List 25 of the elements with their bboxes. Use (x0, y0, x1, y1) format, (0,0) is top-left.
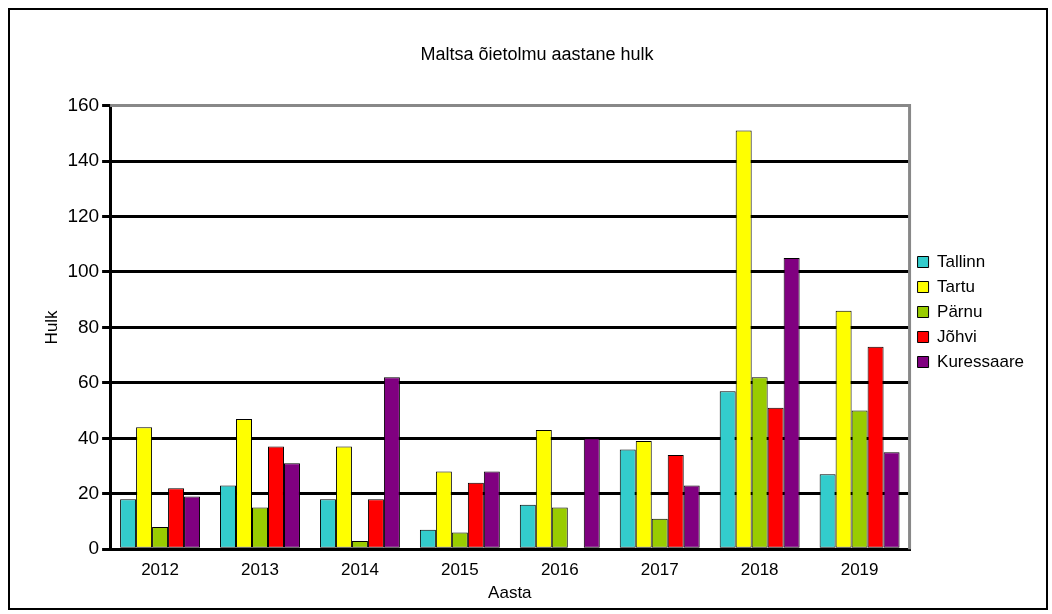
y-tick-label: 0 (88, 537, 100, 559)
y-tick-label: 140 (67, 149, 100, 171)
x-axis-title: Aasta (488, 583, 533, 603)
x-tick-label: 2012 (141, 560, 179, 580)
legend-label: Tartu (937, 276, 975, 296)
y-axis-title: Hulk (41, 309, 61, 345)
x-tick-label: 2015 (440, 560, 479, 580)
legend-label: Jõhvi (937, 326, 977, 346)
y-tick-label: 160 (67, 93, 100, 115)
legend-label: Kuressaare (937, 351, 1024, 371)
legend-label: Pärnu (937, 301, 983, 321)
y-tick-label: 60 (77, 371, 100, 393)
x-tick-label: 2013 (241, 560, 279, 580)
y-tick-label: 40 (77, 426, 100, 448)
y-tick-label: 20 (77, 481, 100, 503)
y-tick-label: 80 (77, 315, 100, 337)
chart-title: Maltsa õietolmu aastane hulk (420, 43, 655, 64)
x-tick-label: 2014 (341, 560, 379, 580)
legend-label: Tallinn (937, 251, 986, 271)
y-tick-label: 120 (67, 204, 100, 226)
y-tick-label: 100 (67, 260, 100, 282)
x-tick-label: 2019 (840, 560, 879, 580)
x-tick-label: 2016 (540, 560, 579, 580)
x-tick-label: 2018 (740, 560, 779, 580)
x-tick-label: 2017 (640, 560, 679, 580)
